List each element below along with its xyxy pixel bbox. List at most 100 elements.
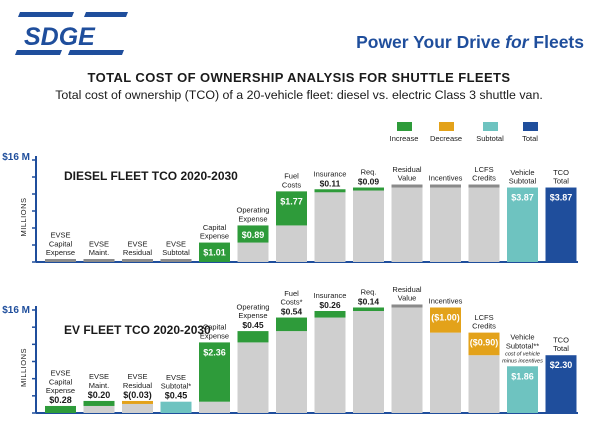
bar-base: [237, 242, 269, 262]
bar-step: [83, 400, 115, 406]
bar-base: [314, 191, 346, 262]
bar-step: [468, 184, 500, 188]
chart-diesel: $16 M MILLIONS DIESEL FLEET TCO 2020-2030 E…: [2, 152, 578, 263]
legend-label: Increase: [389, 134, 419, 143]
legend-item-subtotal: Subtotal: [460, 122, 520, 143]
bar-category-label: Operating Expense: [237, 302, 270, 320]
legend-label: Total: [522, 134, 538, 143]
bar-step: [160, 259, 192, 262]
bar-value-label: $(0.03): [123, 390, 152, 400]
tagline-suffix: Fleets: [528, 32, 584, 52]
bar-step: [545, 187, 577, 262]
bar-value-label: $0.26: [319, 300, 341, 310]
tagline-prefix: Power Your Drive: [356, 32, 506, 52]
bar-step: [122, 259, 153, 262]
bar-value-label: $0.28: [49, 395, 72, 405]
bar-step: [122, 400, 153, 404]
bar-category-label: EVSE Capital Expense: [46, 369, 75, 395]
bar-step: [276, 317, 307, 332]
bar-category-label: Req.: [361, 287, 377, 296]
bar-category-label: Insurance: [314, 169, 347, 178]
bar-value-label: $0.09: [358, 177, 380, 187]
bar-step: [353, 307, 384, 312]
bar-value-label: $3.87: [511, 193, 534, 203]
bar-step: [276, 191, 307, 226]
legend-item-increase: Increase: [374, 122, 434, 143]
bar-value-label: $0.11: [320, 178, 341, 188]
bar-step: [430, 307, 461, 333]
y-max-label: $16 M: [2, 152, 30, 163]
legend-label: Subtotal: [476, 134, 504, 143]
bar-base: [83, 405, 115, 413]
chart-ev: $16 M MILLIONS EV FLEET TCO 2020-2030 $0.28…: [2, 285, 578, 414]
bar-step: [391, 184, 423, 188]
bar-value-label: $1.77: [280, 196, 303, 206]
bar-category-label: TCO Total: [553, 168, 569, 186]
bar-base: [468, 355, 500, 413]
bar-step: [45, 259, 76, 262]
report-title: TOTAL COST OF OWNERSHIP ANALYSIS FOR SHU…: [87, 70, 511, 85]
tagline-emphasis: for: [505, 32, 529, 52]
bar-base: [391, 307, 423, 413]
logo-text: SDGE: [24, 23, 96, 51]
bar-step: [314, 311, 346, 318]
bar-step: [468, 332, 500, 356]
report-subtitle: Total cost of ownership (TCO) of a 20-ve…: [55, 88, 543, 102]
bar-category-label: Incentives: [429, 174, 463, 183]
bar-base: [430, 332, 461, 413]
bar-category-label: EVSE Subtotal*: [161, 373, 192, 391]
chart-title: EV FLEET TCO 2020-2030: [64, 323, 211, 337]
chart-title: DIESEL FLEET TCO 2020-2030: [64, 169, 238, 183]
legend-label: Decrease: [429, 134, 463, 143]
bar-category-label: Incentives: [429, 296, 463, 305]
bar-category-label: EVSE Residual: [123, 239, 153, 257]
legend-item-total: Total: [500, 122, 560, 143]
bar-step: [545, 355, 577, 413]
bar-step: [507, 187, 538, 262]
bar-step: [507, 366, 538, 413]
legend-swatch: [522, 122, 538, 131]
bar-base: [391, 187, 423, 262]
bar-value-label: $0.45: [242, 320, 264, 330]
bar-value-label: $1.86: [511, 371, 534, 381]
y-max-label: $16 M: [2, 305, 30, 316]
bar-value-label: $0.89: [242, 230, 265, 240]
bar-category-label: EVSE Maint.: [89, 239, 109, 257]
bar-base: [122, 401, 153, 413]
bar-category-label: Fuel Costs*: [280, 289, 302, 307]
bar-base: [314, 317, 346, 413]
bar-category-label: Vehicle Subtotal**: [506, 333, 539, 351]
bar-value-label: $0.14: [358, 296, 380, 306]
bar-step: [199, 342, 230, 402]
bar-category-label: TCO Total: [553, 336, 569, 354]
y-axis-label: MILLIONS: [19, 197, 28, 236]
bar-value-label: ($1.00): [431, 312, 460, 322]
bar-value-label: $0.45: [165, 391, 188, 401]
bar-category-label: LCFS Credits: [472, 165, 496, 183]
legend-swatch: [396, 122, 412, 131]
bar-value-label: ($0.90): [470, 338, 499, 348]
bar-category-label: Req.: [361, 168, 377, 177]
bar-base: [276, 225, 307, 262]
bar-note: cost of vehicle minus incentives: [502, 352, 543, 365]
bar-step: [199, 242, 230, 262]
bar-category-label: EVSE Maint.: [89, 372, 109, 390]
bar-step: [83, 259, 115, 262]
bar-value-label: $2.30: [550, 360, 573, 370]
legend-swatch: [482, 122, 498, 131]
bar-step: [237, 331, 269, 343]
bar-value-label: $0.54: [281, 307, 303, 317]
bar-base: [199, 401, 230, 413]
bar-step: [353, 187, 384, 191]
bar-base: [353, 311, 384, 413]
bar-category-label: LCFS Credits: [472, 313, 496, 331]
bar-category-label: Capital Expense: [200, 323, 229, 341]
bar-category-label: Residual Value: [392, 285, 422, 303]
bar-value-label: $0.20: [88, 390, 111, 400]
bar-step: [430, 184, 461, 188]
bar-category-label: Vehicle Subtotal: [509, 168, 537, 186]
legend: Increase Decrease Subtotal Total: [390, 122, 586, 144]
bar-category-label: Capital Expense: [200, 223, 229, 241]
bar-category-label: EVSE Subtotal: [162, 239, 190, 257]
